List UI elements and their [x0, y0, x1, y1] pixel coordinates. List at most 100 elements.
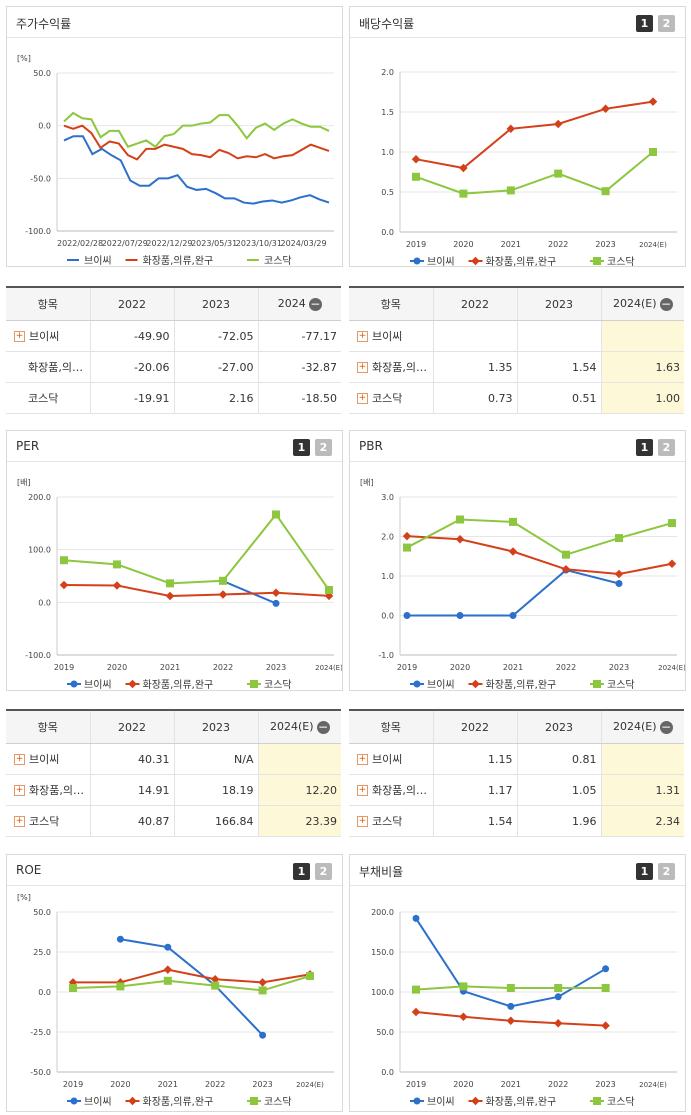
data-point [648, 97, 658, 106]
row-label[interactable]: + 화장품,의… [349, 774, 433, 806]
debt-ratio-panel: 부채비율 1 2 200.0 150.0 100.0 50.0 0.0 2019 2020 2… [349, 854, 686, 1112]
data-point [60, 556, 68, 565]
x-tick-label: 2022 [556, 663, 576, 672]
chart-legend: 브이씨 화장품,의류,완구 코스닥 [410, 1096, 635, 1108]
collapse-icon[interactable]: − [659, 296, 673, 311]
table-cell: 1.54 [432, 805, 517, 837]
expand-icon[interactable]: + [357, 753, 368, 765]
row-label[interactable]: + 브이씨 [6, 743, 90, 775]
stock-return-panel: 주가수익률 [%] 50.0 0.0 -50.0 -100.0 2022/02/28 202… [6, 6, 343, 267]
collapse-icon[interactable]: − [308, 296, 322, 311]
page-2-button[interactable]: 2 [658, 863, 675, 880]
row-label[interactable]: + 코스닥 [349, 382, 433, 414]
expand-icon[interactable]: + [14, 815, 25, 827]
row-label[interactable]: + 브이씨 [349, 743, 433, 775]
data-point [163, 965, 173, 974]
x-tick-label: 2022 [548, 240, 568, 249]
series-1 [411, 1007, 610, 1030]
row-label[interactable]: 화장품,의… [6, 351, 90, 383]
series-2 [412, 148, 657, 198]
row-label[interactable]: + 브이씨 [6, 320, 90, 352]
data-point [413, 257, 421, 265]
y-tick-label: 25.0 [33, 948, 51, 957]
data-point [456, 612, 464, 619]
column-header: 항목 [349, 286, 433, 321]
row-label[interactable]: + 화장품,의… [349, 351, 433, 383]
table-cell: 18.19 [173, 774, 258, 806]
per-table: 항목 2022 2023 2024(E) − + 브이씨 40.31 N/A + 화장품,의… 14.… [6, 709, 341, 837]
page-2-button[interactable]: 2 [315, 863, 332, 880]
table-cell [516, 320, 601, 352]
x-tick-label: 2023 [609, 663, 629, 672]
series-line [63, 124, 330, 161]
column-header: 항목 [349, 709, 433, 744]
row-label[interactable]: + 화장품,의… [6, 774, 90, 806]
series-2 [60, 510, 333, 595]
stock-return-chart: [%]50.0 0.0 -50.0 -100.0 2022/02/282022/07/2… [17, 54, 334, 266]
expand-icon[interactable]: + [357, 815, 368, 827]
y-tick-label: -50.0 [30, 174, 51, 183]
page-2-button[interactable]: 2 [658, 15, 675, 32]
series-1 [411, 97, 658, 173]
x-tick-label: 2020 [453, 1080, 473, 1089]
column-header: 2024(E) − [600, 709, 684, 744]
column-header: 2022 [89, 286, 174, 321]
legend-label: 화장품,의류,완구 [486, 679, 557, 690]
y-tick-label: 1.0 [381, 148, 394, 157]
table-cell: 166.84 [173, 805, 258, 837]
row-label[interactable]: 코스닥 [6, 382, 90, 414]
table-row: + 브이씨 1.15 0.81 [349, 743, 684, 775]
data-point [210, 974, 220, 984]
column-header: 2023 [516, 709, 601, 744]
page-1-button[interactable]: 1 [636, 863, 653, 880]
data-point [554, 169, 563, 178]
column-header: 2022 [432, 709, 517, 744]
x-tick-label: 2022 [213, 663, 233, 672]
data-point [667, 559, 677, 568]
table-cell: -18.50 [257, 382, 341, 414]
expand-icon[interactable]: + [14, 784, 25, 796]
collapse-icon[interactable]: − [659, 719, 673, 734]
row-label[interactable]: + 코스닥 [349, 805, 433, 837]
page-1-button[interactable]: 1 [636, 439, 653, 456]
series-line [406, 518, 673, 556]
data-point [412, 985, 420, 994]
x-tick-label: 2022 [548, 1080, 568, 1089]
y-tick-label: 0.5 [381, 188, 394, 197]
column-header: 2024− [257, 286, 341, 321]
expand-icon[interactable]: + [14, 753, 25, 765]
expand-icon[interactable]: + [14, 330, 25, 342]
data-point [506, 1016, 516, 1026]
page-2-button[interactable]: 2 [658, 439, 675, 456]
x-tick-label: 2022 [205, 1080, 225, 1089]
x-tick-label: 2024(E) [658, 664, 685, 672]
y-tick-label: 1.0 [381, 572, 394, 581]
table-cell: -19.91 [89, 382, 174, 414]
data-point [562, 550, 570, 559]
data-point [649, 148, 657, 156]
collapse-icon[interactable]: − [316, 719, 330, 734]
x-tick-label: 2022/12/29 [146, 239, 192, 248]
x-tick-label: 2021 [158, 1080, 178, 1089]
column-header: 2022 [89, 709, 174, 744]
y-tick-label: 50.0 [376, 1028, 394, 1037]
data-point [164, 943, 172, 951]
legend-label: 브이씨 [427, 1096, 455, 1108]
table-row: + 브이씨 [349, 320, 684, 352]
y-tick-label: 0.0 [381, 1068, 394, 1077]
row-label[interactable]: + 브이씨 [349, 320, 433, 352]
data-point [471, 256, 480, 266]
expand-icon[interactable]: + [357, 361, 368, 373]
y-tick-label: 150.0 [371, 948, 394, 957]
page-1-button[interactable]: 1 [293, 863, 310, 880]
row-label[interactable]: + 코스닥 [6, 805, 90, 837]
panel-header: 부채비율 1 2 [350, 855, 685, 886]
table-cell: 0.73 [432, 382, 517, 414]
page-1-button[interactable]: 1 [636, 15, 653, 32]
series-line [63, 111, 330, 149]
page-2-button[interactable]: 2 [315, 439, 332, 456]
expand-icon[interactable]: + [357, 330, 368, 342]
expand-icon[interactable]: + [357, 784, 368, 796]
expand-icon[interactable]: + [357, 392, 368, 404]
page-1-button[interactable]: 1 [293, 439, 310, 456]
